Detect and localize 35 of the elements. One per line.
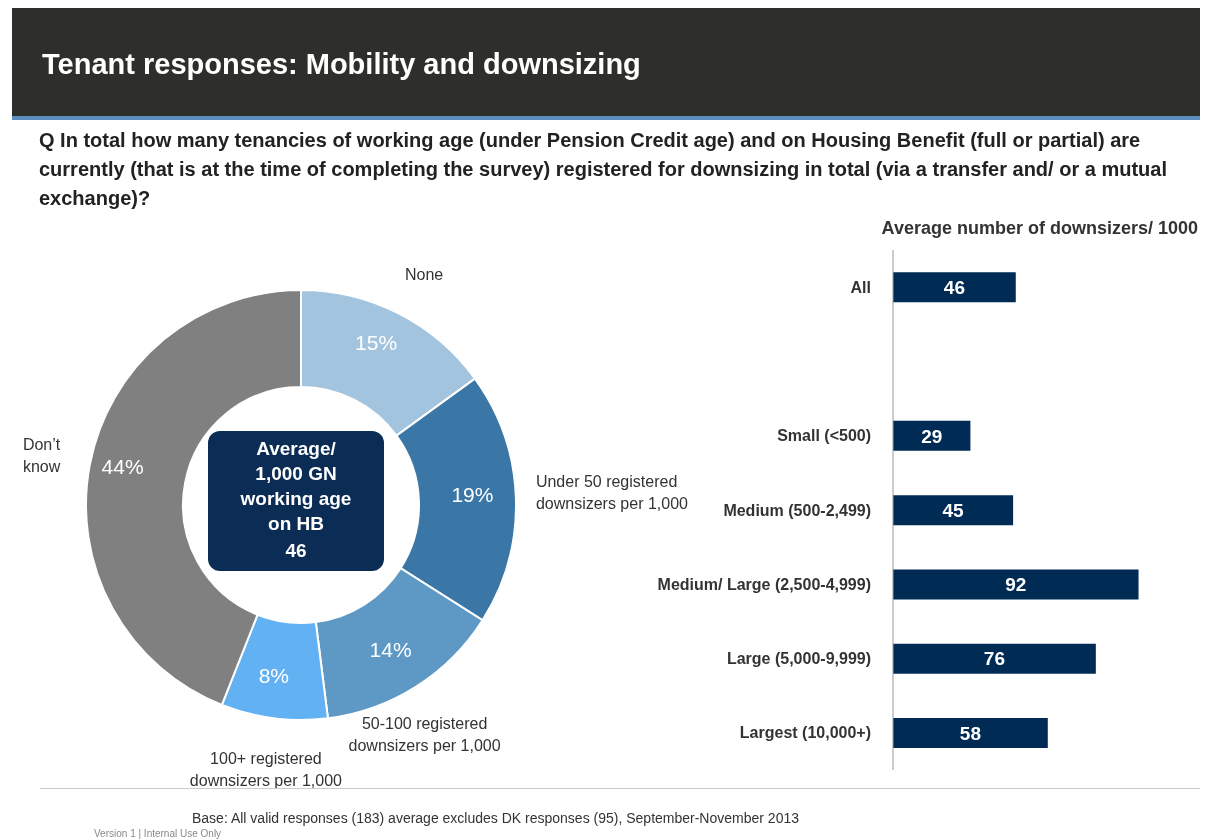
bar [893, 420, 971, 451]
slice-label: None [404, 265, 444, 283]
slice-label: 100+ registered downsizers per 1,000 [189, 749, 343, 789]
chart-title: Tenant responses: Mobility and downsizing [42, 48, 641, 81]
y-tick-label: Medium/ Large (2,500-4,999) [657, 575, 871, 593]
y-tick-label: Large (5,000-9,999) [726, 650, 871, 668]
data-label: 45 [942, 499, 965, 521]
y-tick-label: All [850, 278, 871, 296]
text: Base: All valid responses (183) average excludes DK responses (95), September-November 2013 [192, 810, 799, 826]
data-label: 76 [983, 648, 1005, 670]
bar [893, 718, 1048, 748]
y-tick-label: Largest (10,000+) [739, 724, 871, 742]
data-label: 92 [1005, 574, 1027, 596]
text: Version 1 | Internal Use Only [94, 828, 222, 839]
data-label: 14% [369, 637, 412, 661]
y-tick-label: Small (<500) [777, 427, 871, 445]
bar [893, 272, 1016, 303]
chart-subtitle: Q In total how many tenancies of working age (under Pension Credit age) and on Housing Benefit (full or partial) are currently (that is at the time of completing the survey) registered for downsizing in total (via a transfer and/ or a mutual exchange)? [39, 128, 1168, 211]
bar [893, 643, 1096, 674]
slice-label: Don’t know [22, 435, 61, 475]
data-label: 8% [258, 663, 290, 687]
data-label: 15% [355, 331, 398, 355]
text: Average/ 1,000 GN working age on HB [239, 437, 353, 536]
slice-label: Under 50 registered downsizers per 1,000 [535, 472, 689, 512]
y-tick-label: Medium (500-2,499) [723, 501, 871, 519]
data-label: 58 [959, 722, 981, 744]
data-label: 29 [921, 425, 943, 447]
data-label: 46 [943, 277, 965, 299]
text: 46 [284, 539, 308, 563]
bar [893, 569, 1139, 600]
chart-title: Average number of downsizers/ 1000 [880, 218, 1198, 239]
data-label: 19% [451, 482, 494, 506]
slice-label: 50-100 registered downsizers per 1,000 [348, 714, 501, 754]
data-label: 44% [101, 455, 144, 479]
bar [893, 495, 1014, 526]
